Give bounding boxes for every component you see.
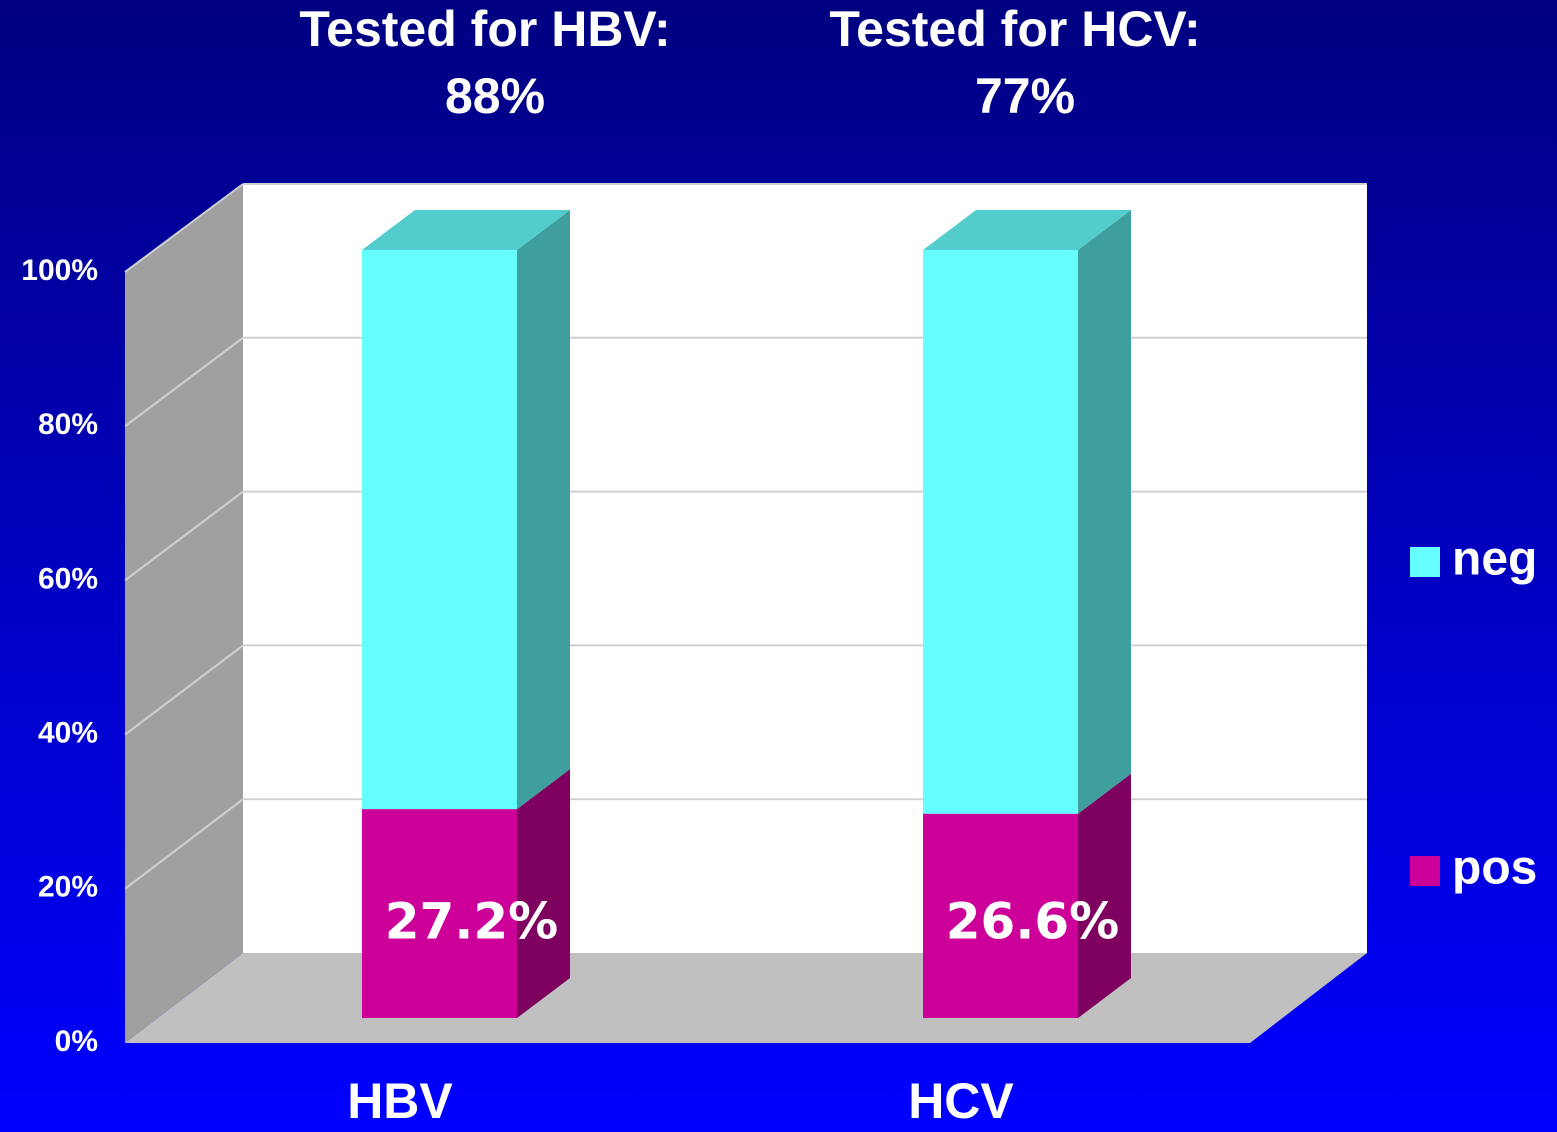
y-tick-label: 0%: [55, 1025, 98, 1058]
y-tick-label: 40%: [38, 717, 98, 750]
x-tick-label: HCV: [908, 1073, 1014, 1129]
data-label: 26.6%: [946, 893, 1119, 951]
grid-line: [124, 336, 244, 428]
legend-label: neg: [1452, 533, 1537, 586]
y-tick-label: 60%: [38, 562, 98, 595]
bar-segment: [362, 809, 517, 1018]
annotation: 77%: [975, 68, 1075, 124]
legend-swatch: [1410, 856, 1440, 886]
legend-swatch: [1410, 547, 1440, 577]
y-tick-label: 20%: [38, 871, 98, 904]
grid-line: [124, 183, 244, 273]
data-label: 27.2%: [385, 893, 558, 951]
annotation: Tested for HBV:: [299, 1, 670, 57]
grid-line: [124, 798, 244, 890]
bar-segment: [923, 250, 1078, 814]
grid-line: [124, 490, 244, 582]
bar-segment: [362, 250, 517, 810]
x-tick-label: HBV: [347, 1073, 453, 1129]
bar-side: [1078, 773, 1131, 1018]
annotation: Tested for HCV:: [829, 1, 1200, 57]
grid-line: [124, 644, 244, 736]
bar-top: [923, 210, 1131, 250]
side-wall: [125, 184, 243, 1043]
y-tick-label: 100%: [21, 254, 98, 287]
bar-side: [517, 769, 570, 1018]
y-tick-label: 80%: [38, 408, 98, 441]
annotation: 88%: [445, 68, 545, 124]
bar-side: [1078, 210, 1131, 814]
floor: [125, 953, 1367, 1043]
legend-label: pos: [1452, 842, 1537, 895]
bar-top: [362, 210, 570, 250]
bar-side: [517, 210, 570, 810]
bar-segment: [923, 813, 1078, 1018]
plot: [124, 183, 1367, 1018]
